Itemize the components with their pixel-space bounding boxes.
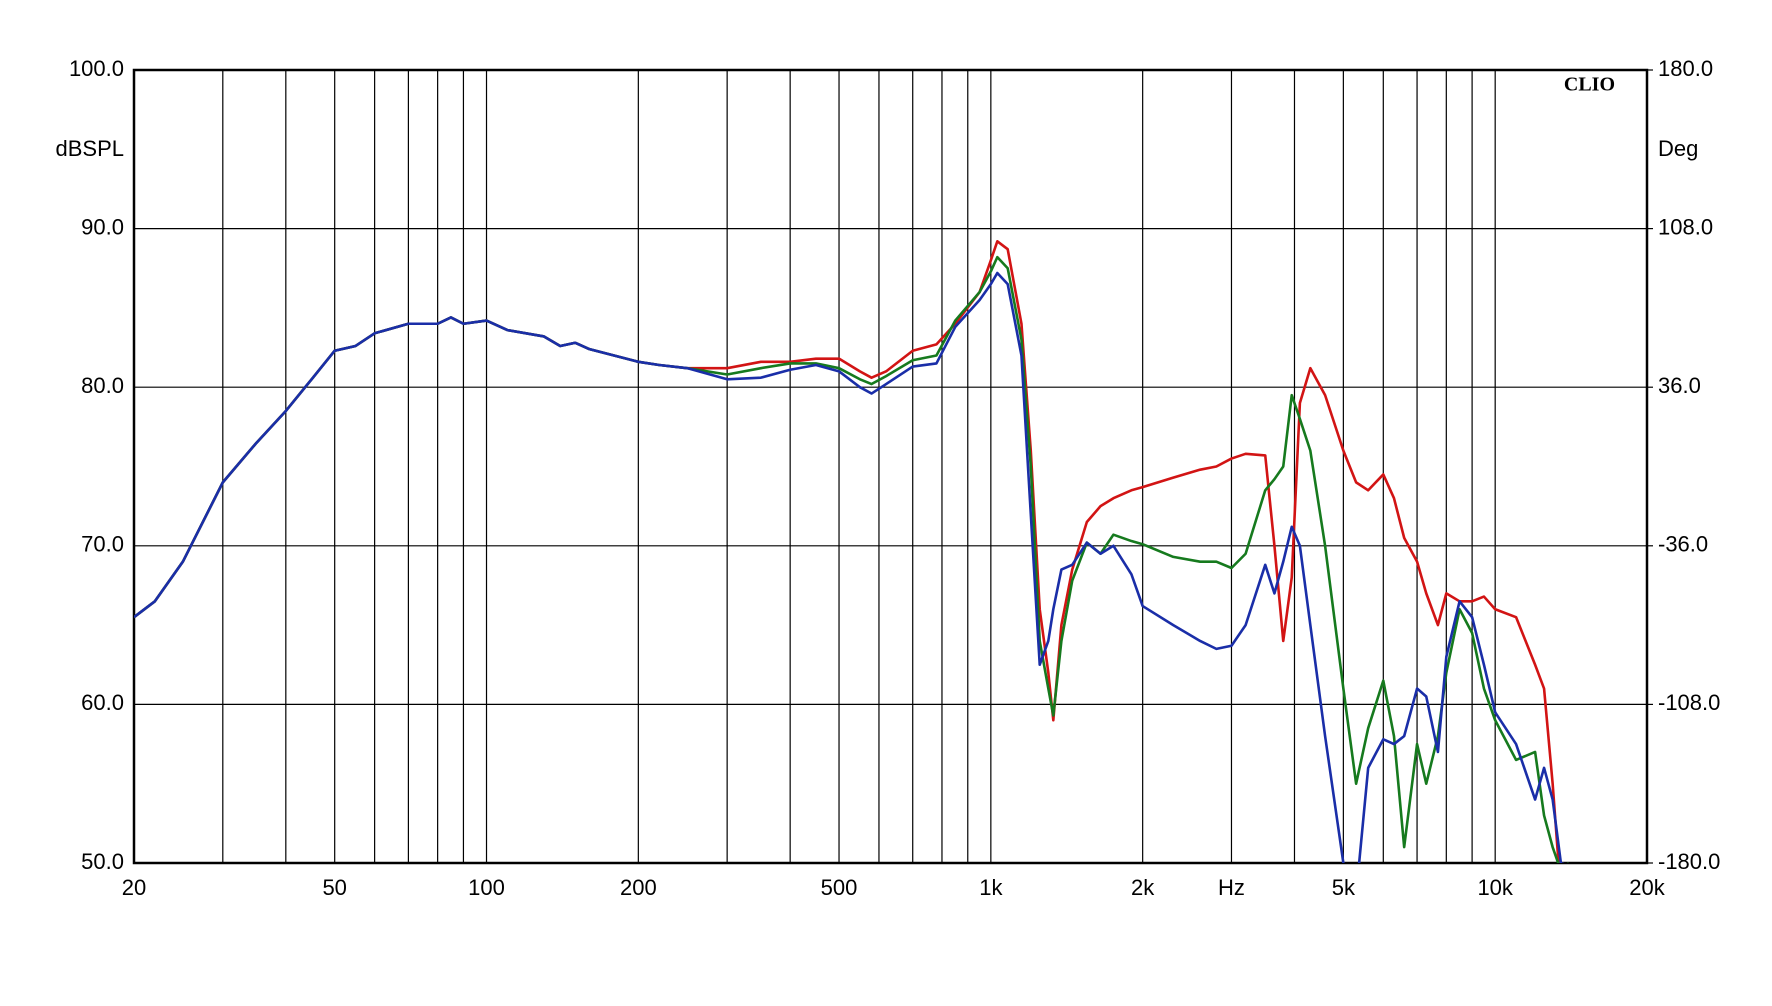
- x-tick-label: 50: [322, 875, 346, 900]
- series-line: [134, 255, 1569, 863]
- x-tick-label: 20: [122, 875, 146, 900]
- y-tick-label: 60.0: [81, 690, 124, 715]
- y-axis-label: dBSPL: [56, 136, 125, 161]
- y-tick-label: 70.0: [81, 532, 124, 557]
- series-line: [134, 239, 1560, 863]
- x-tick-label: 10k: [1477, 875, 1513, 900]
- y2-tick-label: 180.0: [1658, 56, 1713, 81]
- watermark: CLIO: [1564, 74, 1615, 96]
- x-tick-label: 2k: [1131, 875, 1155, 900]
- y2-tick-label: 108.0: [1658, 214, 1713, 239]
- y-tick-label: 100.0: [69, 56, 124, 81]
- x-tick-label: 500: [821, 875, 858, 900]
- x-tick-label: 1k: [979, 875, 1003, 900]
- y2-tick-label: -180.0: [1658, 849, 1720, 874]
- y-tick-label: 50.0: [81, 849, 124, 874]
- y-tick-label: 80.0: [81, 373, 124, 398]
- y2-tick-label: 36.0: [1658, 373, 1701, 398]
- x-tick-label: Hz: [1218, 875, 1245, 900]
- x-tick-label: 200: [620, 875, 657, 900]
- y2-axis-label: Deg: [1658, 136, 1698, 161]
- y-tick-label: 90.0: [81, 214, 124, 239]
- plot-area: [134, 239, 1569, 863]
- series-line: [134, 271, 1565, 863]
- y2-tick-label: -36.0: [1658, 532, 1708, 557]
- plot-frame: [132, 68, 1649, 865]
- x-tick-label: 100: [468, 875, 505, 900]
- x-tick-label: 5k: [1332, 875, 1356, 900]
- y2-tick-label: -108.0: [1658, 690, 1720, 715]
- x-tick-label: 20k: [1629, 875, 1665, 900]
